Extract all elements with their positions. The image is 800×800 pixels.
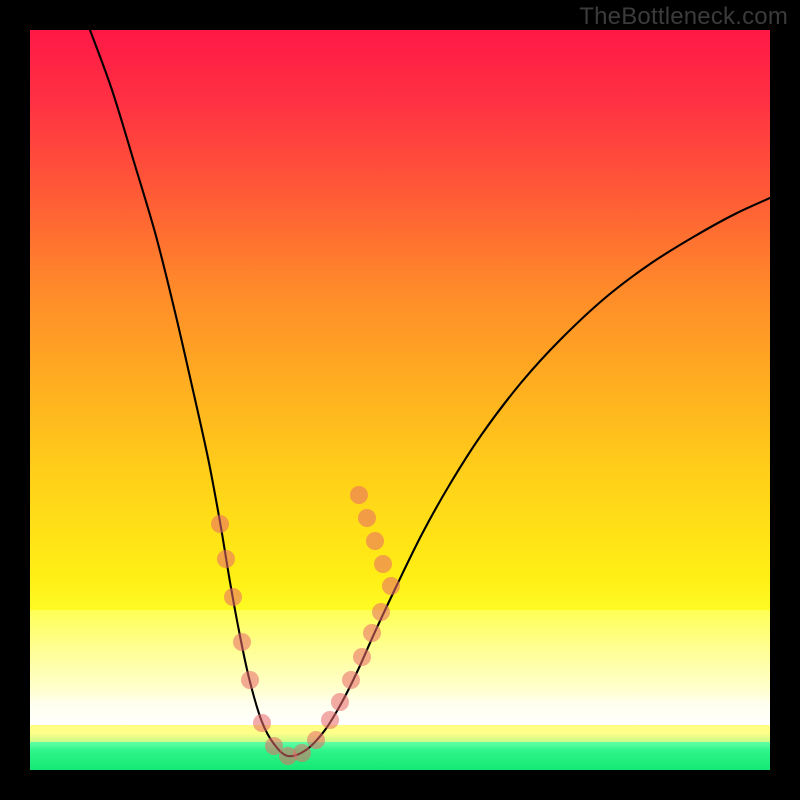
data-point-marker — [217, 550, 235, 568]
chart-container: TheBottleneck.com — [0, 0, 800, 800]
plot-area — [30, 30, 770, 770]
data-point-marker — [374, 555, 392, 573]
bottleneck-curve-layer — [30, 30, 770, 770]
data-point-marker — [363, 624, 381, 642]
data-point-marker — [293, 744, 311, 762]
data-point-marker — [331, 693, 349, 711]
data-point-marker — [321, 711, 339, 729]
data-point-marker — [358, 509, 376, 527]
bottleneck-curve — [90, 30, 770, 756]
data-point-marker — [350, 486, 368, 504]
marker-group — [211, 486, 400, 765]
data-point-marker — [382, 577, 400, 595]
data-point-marker — [233, 633, 251, 651]
data-point-marker — [372, 603, 390, 621]
data-point-marker — [224, 588, 242, 606]
data-point-marker — [353, 648, 371, 666]
data-point-marker — [241, 671, 259, 689]
data-point-marker — [342, 671, 360, 689]
data-point-marker — [211, 515, 229, 533]
data-point-marker — [366, 532, 384, 550]
data-point-marker — [307, 731, 325, 749]
data-point-marker — [253, 714, 271, 732]
